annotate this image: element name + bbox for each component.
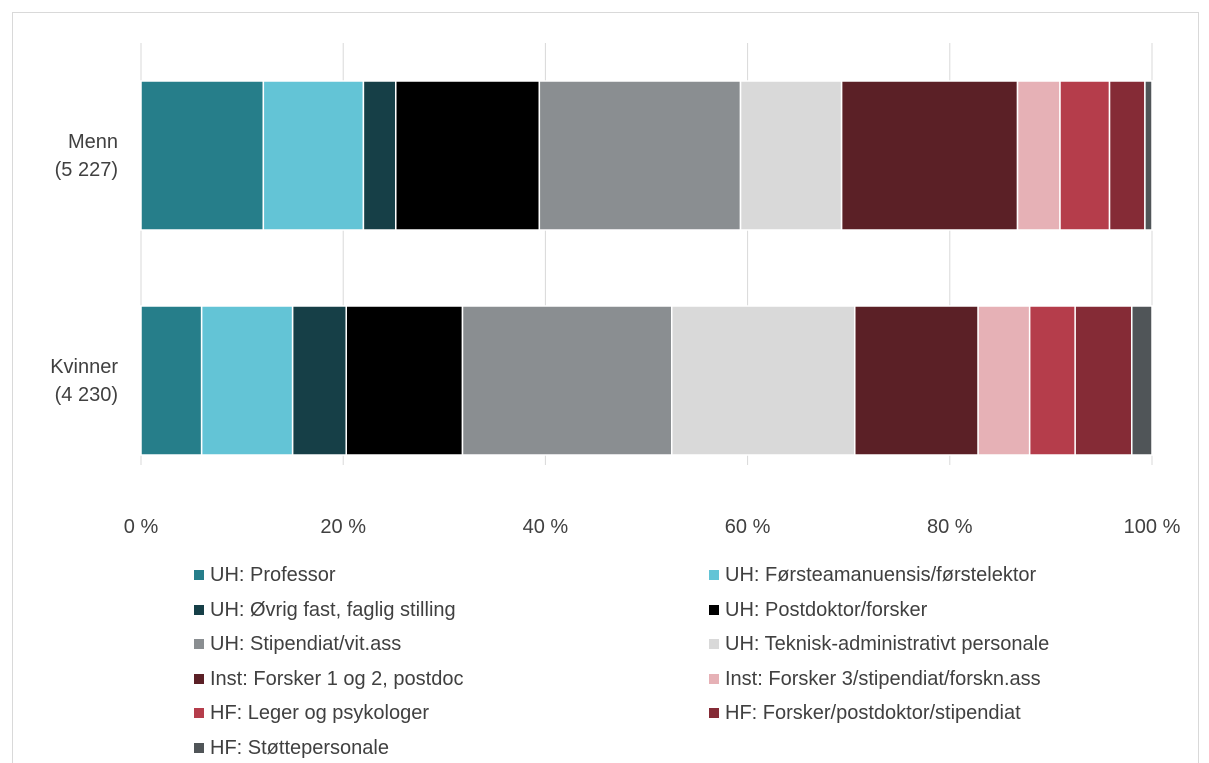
legend-label: HF: Leger og psykologer xyxy=(210,702,430,724)
legend-label: UH: Øvrig fast, faglig stilling xyxy=(210,598,456,621)
legend-item: HF: Leger og psykologer xyxy=(194,699,429,727)
chart-border xyxy=(12,12,1199,763)
legend-swatch xyxy=(194,742,204,753)
x-tick-label: 80 % xyxy=(927,516,973,538)
legend-label: UH: Postdoktor/forsker xyxy=(725,598,928,621)
legend-swatch xyxy=(194,673,204,684)
legend-swatch xyxy=(709,708,719,718)
bar-segment xyxy=(262,80,365,231)
bar-segment xyxy=(200,305,294,456)
category-label: Kvinner (4 230) xyxy=(50,355,118,406)
legend-label: Inst: Forsker 3/stipendiat/forskn.ass xyxy=(725,667,1041,690)
category-label: Menn (5 227) xyxy=(54,130,118,181)
bar-segment xyxy=(854,305,979,456)
legend-item: UH: Professor xyxy=(194,561,336,589)
bar-segment xyxy=(1131,305,1153,456)
x-tick-label: 60 % xyxy=(724,516,771,538)
legend-item: UH: Øvrig fast, faglig stilling xyxy=(194,596,456,624)
bar-segment xyxy=(140,80,265,231)
x-tick-label: 20 % xyxy=(320,516,366,538)
bar-segment xyxy=(1108,80,1146,231)
bar-segment xyxy=(362,80,397,231)
bar-segment xyxy=(461,305,673,456)
legend-item: Inst: Forsker 3/stipendiat/forskn.ass xyxy=(709,665,1041,693)
bar-segment xyxy=(538,80,742,231)
legend-swatch xyxy=(194,604,204,615)
bar-segment xyxy=(395,80,541,231)
bar-segment xyxy=(840,80,1019,231)
legend-swatch xyxy=(709,673,719,684)
bar-segment xyxy=(1059,80,1111,231)
legend-label: Inst: Forsker 1 og 2, postdoc xyxy=(210,667,464,690)
legend-label: UH: Førsteamanuensis/førstelektor xyxy=(725,564,1037,586)
bar-segment xyxy=(291,305,347,456)
bar-segment xyxy=(1016,80,1061,231)
legend-swatch xyxy=(709,639,719,649)
legend-item: HF: Støttepersonale xyxy=(194,734,389,762)
legend-label: UH: Teknisk-administrativt personale xyxy=(725,633,1050,655)
legend-swatch xyxy=(194,708,204,718)
bar-segment xyxy=(1028,305,1076,456)
bar-segment xyxy=(977,305,1031,456)
x-tick-label: 100 % xyxy=(1123,516,1181,538)
legend-item: UH: Stipendiat/vit.ass xyxy=(194,630,401,658)
x-tick-label: 40 % xyxy=(522,516,569,538)
legend-item: UH: Teknisk-administrativt personale xyxy=(709,630,1049,658)
legend-swatch xyxy=(194,570,204,580)
legend-item: UH: Førsteamanuensis/førstelektor xyxy=(709,561,1036,589)
legend-item: Inst: Forsker 1 og 2, postdoc xyxy=(194,665,463,693)
legend-swatch xyxy=(194,639,204,649)
bar-segment xyxy=(345,305,464,456)
bar-segment xyxy=(140,305,203,456)
legend-item: HF: Forsker/postdoktor/stipendiat xyxy=(709,699,1021,727)
legend-label: HF: Forsker/postdoktor/stipendiat xyxy=(725,702,1021,724)
bar-segment xyxy=(1144,80,1153,231)
legend-label: UH: Stipendiat/vit.ass xyxy=(210,633,402,655)
legend-swatch xyxy=(709,570,719,580)
x-tick-label: 0 % xyxy=(123,516,159,538)
bar-segment xyxy=(1074,305,1133,456)
bar-segment xyxy=(671,305,856,456)
legend-swatch xyxy=(709,604,719,615)
legend-item: UH: Postdoktor/forsker xyxy=(709,596,927,624)
legend-label: UH: Professor xyxy=(210,564,336,586)
bar-segment xyxy=(739,80,843,231)
legend-label: HF: Støttepersonale xyxy=(210,736,389,759)
